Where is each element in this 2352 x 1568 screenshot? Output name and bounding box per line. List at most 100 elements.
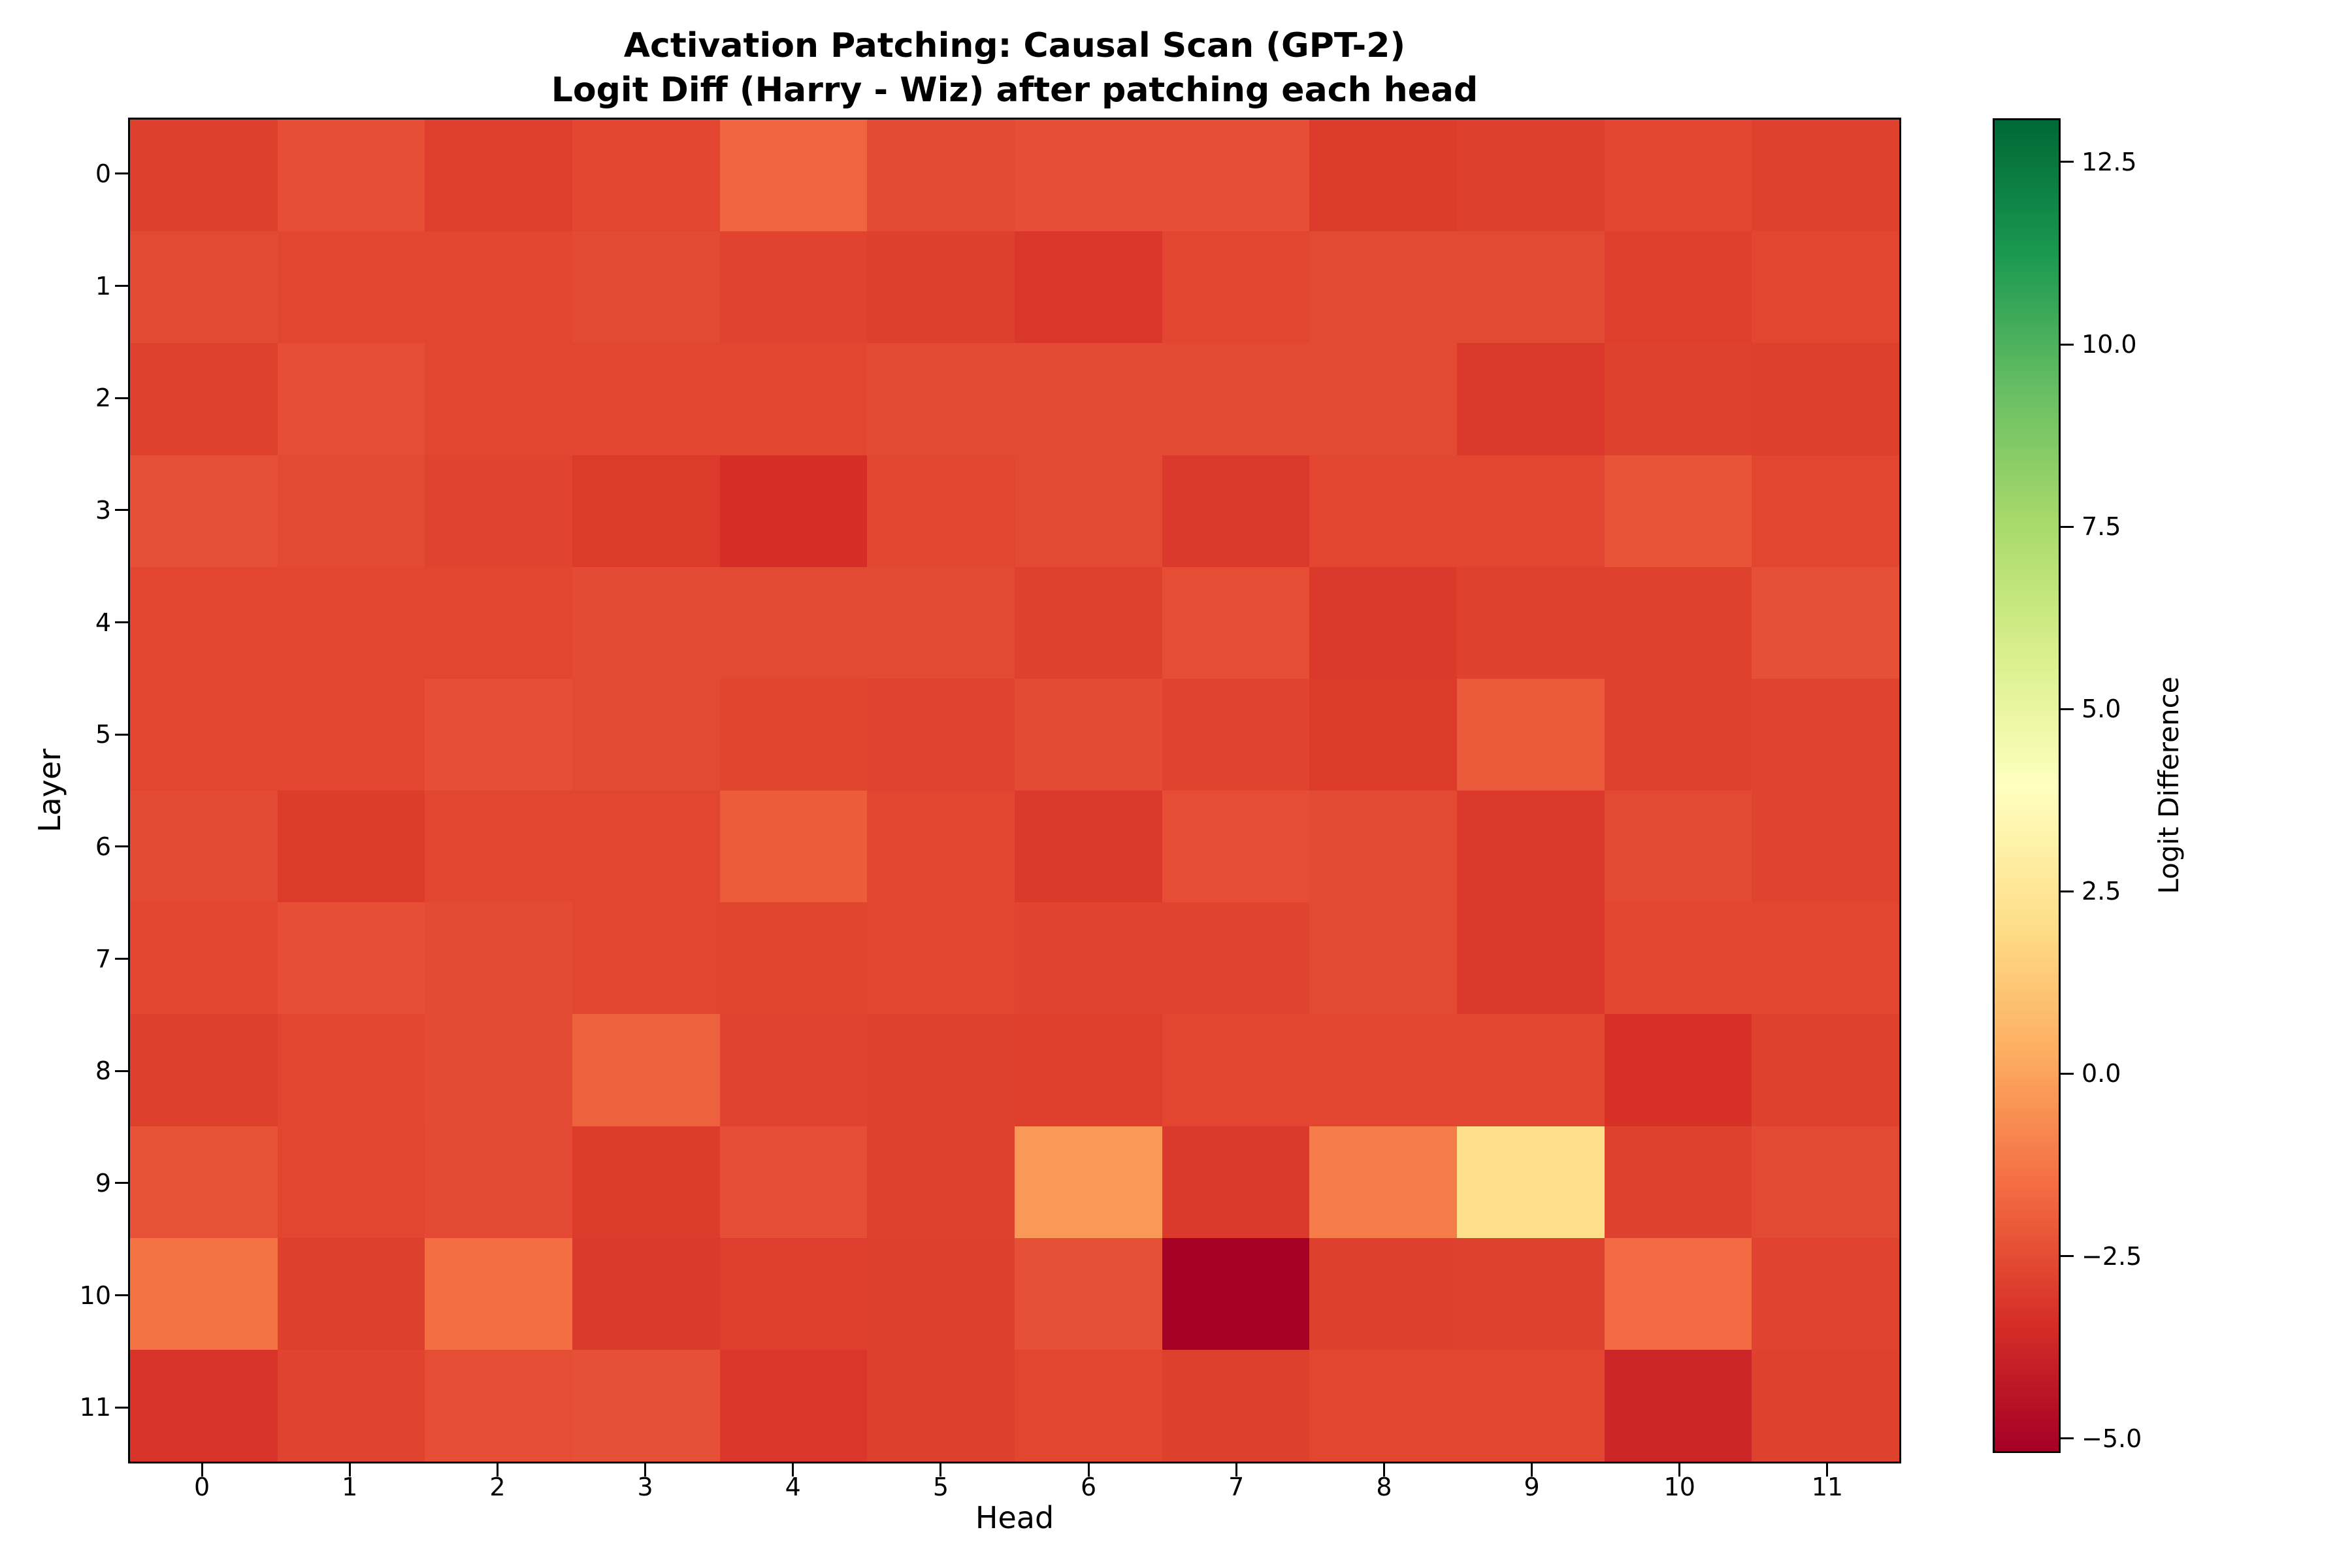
tick-mark [348, 1463, 351, 1477]
heatmap-cell [1162, 902, 1310, 1015]
heatmap-cell [867, 1237, 1015, 1350]
heatmap-cell [572, 343, 720, 455]
y-tick-label: 3 [95, 495, 111, 525]
heatmap-cell [425, 1237, 572, 1350]
heatmap-cell [1457, 343, 1605, 455]
heatmap-cell [1162, 343, 1310, 455]
heatmap-cell [130, 791, 278, 903]
heatmap-cell [130, 120, 278, 232]
heatmap-cell [1604, 678, 1752, 791]
heatmap-cell [277, 120, 425, 232]
heatmap-cell [1604, 1349, 1752, 1462]
heatmap-cell [1604, 902, 1752, 1015]
tick-mark [939, 1463, 942, 1477]
heatmap-cell [867, 678, 1015, 791]
heatmap-cell [1309, 120, 1457, 232]
heatmap-cell [277, 455, 425, 567]
heatmap-cell [130, 1237, 278, 1350]
tick-mark [792, 1463, 794, 1477]
x-tick-label: 3 [637, 1473, 653, 1501]
heatmap-cell [719, 1237, 868, 1350]
heatmap-grid [128, 118, 1901, 1463]
heatmap-cell [130, 566, 278, 679]
heatmap-cell [425, 566, 572, 679]
heatmap-cell [867, 1126, 1015, 1238]
heatmap-cell [1604, 1014, 1752, 1126]
heatmap-cell [277, 1349, 425, 1462]
heatmap-cell [1015, 343, 1162, 455]
heatmap-cell [1752, 902, 1899, 1015]
x-tick-label: 1 [342, 1473, 358, 1501]
heatmap-cell [130, 343, 278, 455]
heatmap-cell [277, 343, 425, 455]
heatmap-cell [130, 678, 278, 791]
heatmap-cell [1457, 791, 1605, 903]
tick-mark [115, 1294, 128, 1296]
tick-mark [115, 1406, 128, 1409]
heatmap-cell [1604, 120, 1752, 232]
x-tick-label: 0 [193, 1473, 210, 1501]
heatmap-cell [1162, 455, 1310, 567]
heatmap-cell [1752, 343, 1899, 455]
chart-title-line2: Logit Diff (Harry - Wiz) after patching … [551, 71, 1478, 110]
heatmap-cell [1015, 791, 1162, 903]
tick-mark [115, 733, 128, 736]
heatmap-cell [1604, 231, 1752, 344]
heatmap-cell [1015, 231, 1162, 344]
heatmap-cell [1457, 1014, 1605, 1126]
colorbar [1993, 118, 2061, 1453]
heatmap-cell [1457, 1126, 1605, 1238]
heatmap-cell [867, 120, 1015, 232]
heatmap-cell [867, 791, 1015, 903]
x-tick-label: 8 [1376, 1473, 1392, 1501]
heatmap-cell [130, 1014, 278, 1126]
heatmap-cell [719, 791, 868, 903]
tick-mark [2061, 708, 2074, 710]
tick-mark [2061, 1072, 2074, 1075]
y-tick-label: 9 [95, 1168, 111, 1198]
y-tick-label: 4 [95, 608, 111, 637]
heatmap-cell [572, 566, 720, 679]
colorbar-tick-label: 2.5 [2082, 877, 2121, 906]
heatmap-cell [1015, 1014, 1162, 1126]
heatmap-cell [572, 231, 720, 344]
heatmap-cell [1162, 1349, 1310, 1462]
y-tick-label: 0 [95, 159, 111, 188]
x-tick-label: 10 [1663, 1473, 1695, 1501]
y-tick-label: 6 [95, 832, 111, 861]
heatmap-cell [1162, 791, 1310, 903]
heatmap-cell [1015, 1349, 1162, 1462]
chart-title: Activation Patching: Causal Scan (GPT-2)… [128, 24, 1901, 112]
heatmap-cell [1015, 566, 1162, 679]
heatmap-cell [572, 1349, 720, 1462]
heatmap-cell [1015, 1237, 1162, 1350]
colorbar-tick-label: −5.0 [2082, 1424, 2142, 1453]
tick-mark [1235, 1463, 1237, 1477]
heatmap-cell [719, 902, 868, 1015]
colorbar-gradient [1995, 120, 2059, 1451]
heatmap-cell [1309, 343, 1457, 455]
x-tick-label: 6 [1080, 1473, 1097, 1501]
heatmap-cell [1309, 1014, 1457, 1126]
heatmap-cell [1309, 791, 1457, 903]
heatmap-cell [277, 1237, 425, 1350]
tick-mark [2061, 1437, 2074, 1440]
heatmap-cell [425, 1349, 572, 1462]
tick-mark [115, 509, 128, 512]
heatmap-cell [1752, 678, 1899, 791]
tick-mark [115, 285, 128, 287]
heatmap-cell [277, 902, 425, 1015]
x-axis-label: Head [975, 1500, 1054, 1535]
heatmap-cell [277, 231, 425, 344]
heatmap-cell [1752, 1349, 1899, 1462]
heatmap-cell [130, 1349, 278, 1462]
heatmap-cell [1752, 791, 1899, 903]
heatmap-cell [1015, 120, 1162, 232]
heatmap-cell [1604, 1126, 1752, 1238]
heatmap-cell [1752, 455, 1899, 567]
tick-mark [115, 172, 128, 175]
heatmap-cell [867, 1349, 1015, 1462]
heatmap-cell [130, 1126, 278, 1238]
heatmap-cell [1015, 678, 1162, 791]
tick-mark [115, 621, 128, 623]
